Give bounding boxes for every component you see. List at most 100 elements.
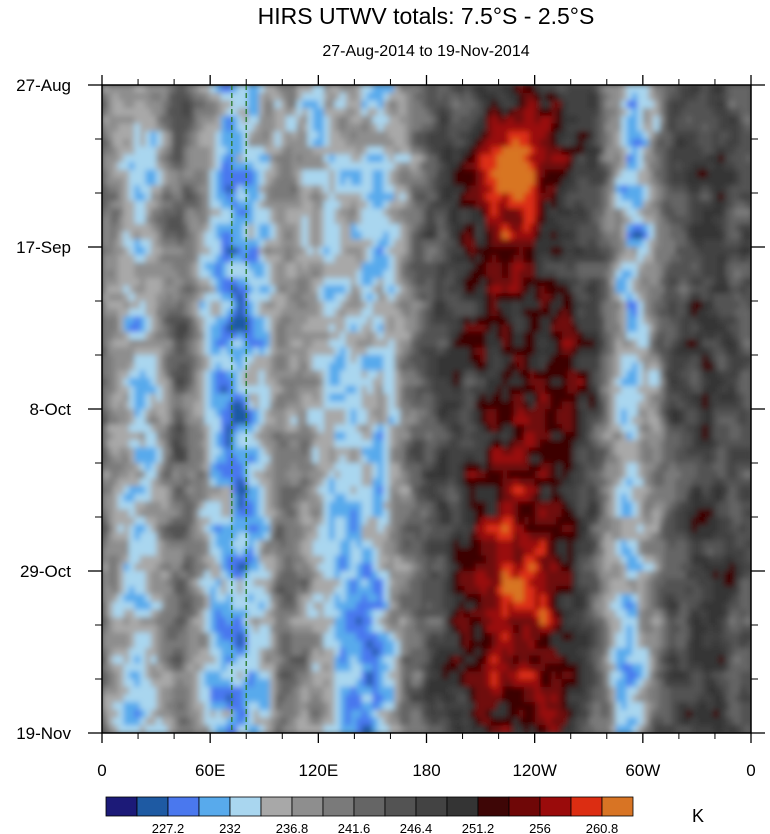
- heatmap-cell: [480, 231, 487, 240]
- heatmap-cell: [485, 100, 492, 109]
- heatmap-cell: [702, 92, 709, 102]
- heatmap-cell: [437, 85, 444, 94]
- heatmap-cell: [404, 208, 411, 217]
- heatmap-cell: [302, 223, 309, 233]
- heatmap-cell: [669, 270, 676, 279]
- heatmap-cell: [204, 385, 211, 395]
- heatmap-cell: [513, 355, 520, 364]
- heatmap-cell: [632, 185, 639, 194]
- heatmap-cell: [702, 177, 709, 186]
- heatmap-cell: [399, 139, 406, 148]
- heatmap-cell: [215, 339, 222, 348]
- heatmap-cell: [469, 401, 476, 410]
- heatmap-cell: [567, 308, 574, 318]
- heatmap-cell: [204, 277, 211, 287]
- heatmap-cell: [129, 247, 136, 256]
- heatmap-cell: [350, 100, 357, 109]
- heatmap-cell: [523, 277, 530, 287]
- heatmap-cell: [156, 285, 163, 294]
- heatmap-cell: [491, 92, 498, 102]
- heatmap-cell: [491, 308, 498, 318]
- heatmap-cell: [626, 393, 633, 402]
- heatmap-cell: [545, 146, 552, 156]
- heatmap-cell: [599, 92, 606, 102]
- heatmap-cell: [561, 154, 568, 163]
- heatmap-cell: [518, 324, 525, 333]
- heatmap-cell: [372, 92, 379, 102]
- heatmap-cell: [226, 169, 233, 179]
- heatmap-cell: [318, 347, 325, 356]
- heatmap-cell: [604, 285, 611, 294]
- heatmap-cell: [637, 355, 644, 364]
- heatmap-cell: [421, 324, 428, 333]
- heatmap-cell: [648, 262, 655, 271]
- heatmap-cell: [383, 208, 390, 217]
- heatmap-cell: [383, 401, 390, 410]
- heatmap-cell: [513, 239, 520, 248]
- heatmap-cell: [356, 231, 363, 240]
- heatmap-cell: [458, 370, 465, 379]
- heatmap-cell: [507, 193, 514, 202]
- heatmap-cell: [588, 162, 595, 171]
- heatmap-cell: [642, 139, 649, 148]
- heatmap-cell: [475, 331, 482, 341]
- heatmap-cell: [172, 378, 179, 387]
- heatmap-cell: [561, 185, 568, 194]
- heatmap-cell: [415, 154, 422, 163]
- heatmap-cell: [599, 85, 606, 94]
- heatmap-cell: [588, 262, 595, 271]
- heatmap-cell: [615, 378, 622, 387]
- heatmap-cell: [740, 308, 747, 318]
- heatmap-cell: [129, 208, 136, 217]
- heatmap-cell: [448, 324, 455, 333]
- heatmap-cell: [199, 162, 206, 171]
- heatmap-cell: [188, 146, 195, 156]
- heatmap-cell: [177, 239, 184, 248]
- heatmap-cell: [545, 154, 552, 163]
- heatmap-cell: [615, 177, 622, 186]
- heatmap-cell: [220, 100, 227, 109]
- heatmap-cell: [404, 393, 411, 402]
- heatmap-cell: [485, 355, 492, 364]
- heatmap-cell: [453, 324, 460, 333]
- heatmap-cell: [610, 331, 617, 341]
- heatmap-cell: [702, 100, 709, 109]
- heatmap-cell: [680, 231, 687, 240]
- heatmap-cell: [475, 208, 482, 217]
- heatmap-cell: [485, 123, 492, 132]
- heatmap-cell: [318, 370, 325, 379]
- heatmap-cell: [145, 185, 152, 194]
- heatmap-cell: [577, 231, 584, 240]
- heatmap-cell: [210, 277, 217, 287]
- heatmap-cell: [356, 208, 363, 217]
- heatmap-cell: [686, 247, 693, 256]
- heatmap-cell: [626, 293, 633, 302]
- heatmap-cell: [145, 285, 152, 294]
- heatmap-cell: [718, 193, 725, 202]
- heatmap-cell: [740, 185, 747, 194]
- heatmap-cell: [280, 100, 287, 109]
- heatmap-cell: [339, 247, 346, 256]
- heatmap-cell: [226, 123, 233, 132]
- heatmap-cell: [323, 270, 330, 279]
- heatmap-cell: [523, 177, 530, 186]
- heatmap-cell: [718, 139, 725, 148]
- heatmap-cell: [523, 208, 530, 217]
- heatmap-cell: [123, 208, 130, 217]
- heatmap-cell: [632, 139, 639, 148]
- heatmap-cell: [556, 92, 563, 102]
- heatmap-cell: [480, 154, 487, 163]
- heatmap-cell: [659, 200, 666, 210]
- heatmap-cell: [231, 355, 238, 364]
- heatmap-cell: [118, 301, 125, 310]
- heatmap-cell: [280, 177, 287, 186]
- heatmap-cell: [307, 362, 314, 372]
- heatmap-cell: [534, 100, 541, 109]
- heatmap-cell: [513, 139, 520, 148]
- heatmap-cell: [220, 185, 227, 194]
- heatmap-cell: [642, 115, 649, 125]
- heatmap-cell: [513, 185, 520, 194]
- heatmap-cell: [523, 378, 530, 387]
- heatmap-cell: [556, 177, 563, 186]
- heatmap-cell: [377, 177, 384, 186]
